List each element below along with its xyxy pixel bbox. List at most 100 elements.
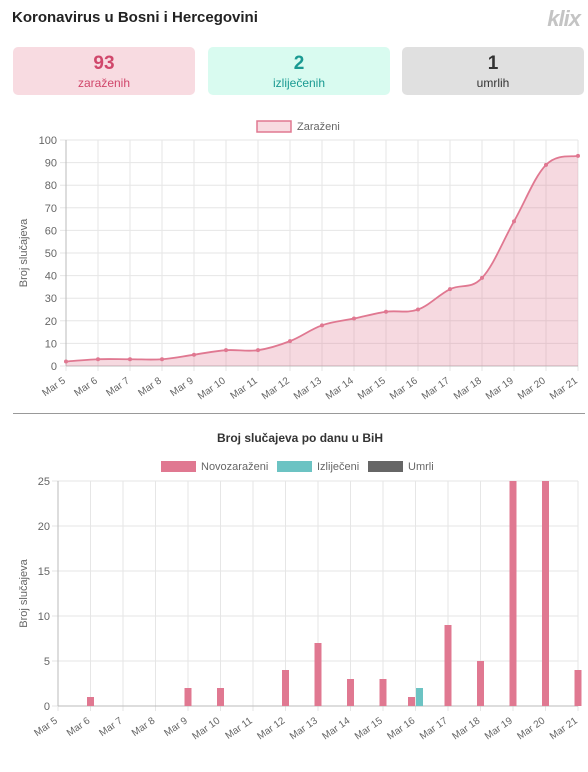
recovered-count: 2: [293, 53, 305, 74]
x-tick-label: Mar 10: [196, 375, 228, 402]
y-tick-label: 10: [45, 338, 57, 350]
data-point: [128, 357, 132, 362]
x-tick-label: Mar 18: [452, 375, 484, 402]
y-tick-label: 25: [38, 476, 50, 488]
legend-swatch-infected: [256, 120, 292, 133]
y-tick-label: 90: [45, 158, 57, 170]
y-tick-label: 5: [44, 656, 50, 668]
bar-novozarazeni: [408, 697, 415, 706]
x-tick-label: Mar 13: [288, 715, 320, 742]
x-tick-label: Mar 16: [388, 375, 420, 402]
y-tick-label: 70: [45, 203, 57, 215]
x-tick-label: Mar 20: [516, 375, 548, 402]
legend-label: Izliječeni: [317, 461, 359, 473]
bar-novozarazeni: [314, 643, 322, 706]
y-tick-label: 0: [44, 701, 50, 713]
y-axis-title: Broj slučajeva: [18, 218, 30, 287]
data-point: [160, 357, 164, 362]
x-tick-label: Mar 12: [260, 375, 292, 402]
x-tick-label: Mar 10: [190, 715, 222, 742]
bar-novozarazeni: [282, 670, 289, 706]
x-tick-label: Mar 19: [483, 715, 515, 742]
data-point: [256, 348, 260, 353]
bar-novozarazeni: [509, 481, 517, 706]
bar-novozarazeni: [477, 661, 484, 706]
y-axis-title: Broj slučajeva: [18, 558, 30, 627]
data-point: [96, 357, 100, 362]
data-point: [544, 162, 548, 167]
x-tick-label: Mar 6: [65, 715, 93, 739]
x-tick-label: Mar 21: [548, 375, 580, 402]
header: Koronavirus u Bosni i Hercegovini klix: [0, 0, 588, 40]
x-tick-label: Mar 21: [548, 715, 580, 742]
x-tick-label: Mar 5: [32, 715, 60, 739]
data-point: [224, 348, 228, 353]
x-tick-label: Mar 9: [162, 715, 190, 739]
y-tick-label: 100: [39, 135, 57, 147]
deaths-card: 1 umrlih: [402, 47, 584, 95]
daily-cases-chart: Broj slučajeva po danu u BiH Novozaraženi…: [18, 431, 582, 742]
data-point: [320, 323, 324, 328]
data-point: [416, 307, 420, 312]
bar-novozarazeni: [347, 679, 354, 706]
y-tick-label: 40: [45, 271, 57, 283]
area-fill-infected: [66, 155, 578, 366]
recovered-label: izliječenih: [272, 76, 326, 90]
bar-novozarazeni: [217, 688, 224, 706]
y-tick-label: 30: [45, 293, 57, 305]
y-tick-label: 0: [51, 361, 57, 373]
x-tick-label: Mar 15: [353, 715, 385, 742]
x-tick-label: Mar 13: [292, 375, 324, 402]
data-point: [288, 339, 292, 344]
x-tick-label: Mar 7: [104, 375, 132, 399]
legend-label-infected: Zaraženi: [297, 121, 340, 133]
x-tick-label: Mar 17: [418, 715, 450, 742]
x-tick-label: Mar 8: [130, 715, 158, 739]
bar-novozarazeni: [444, 625, 452, 706]
legend-swatch: [277, 461, 312, 472]
y-tick-label: 20: [45, 316, 57, 328]
chart-title: Broj slučajeva po danu u BiH: [217, 431, 383, 445]
y-tick-label: 20: [38, 521, 50, 533]
data-point: [480, 275, 484, 280]
y-tick-label: 80: [45, 180, 57, 192]
data-point: [512, 219, 516, 224]
bar-novozarazeni: [184, 688, 192, 706]
x-tick-label: Mar 5: [40, 375, 68, 399]
klix-logo[interactable]: klix: [547, 6, 581, 31]
page-title: Koronavirus u Bosni i Hercegovini: [12, 9, 258, 26]
divider: [13, 413, 585, 414]
x-tick-label: Mar 20: [515, 715, 547, 742]
bar-novozarazeni: [379, 679, 387, 706]
x-tick-label: Mar 14: [320, 715, 352, 742]
x-tick-label: Mar 8: [136, 375, 164, 399]
legend-swatch: [161, 461, 196, 472]
y-tick-label: 10: [38, 611, 50, 623]
infected-label: zaraženih: [77, 76, 131, 90]
x-tick-label: Mar 11: [224, 715, 256, 742]
bar-izlijeceni: [416, 688, 423, 706]
data-point: [448, 287, 452, 292]
y-tick-label: 15: [38, 566, 50, 578]
legend-label: Umrli: [408, 461, 434, 473]
recovered-card: 2 izliječenih: [208, 47, 390, 95]
data-point: [192, 352, 196, 357]
data-point: [64, 359, 68, 364]
x-tick-label: Mar 14: [324, 375, 356, 402]
legend-label: Novozaraženi: [201, 461, 268, 473]
x-tick-label: Mar 15: [356, 375, 388, 402]
data-point: [352, 316, 356, 321]
deaths-count: 1: [487, 53, 499, 74]
data-point: [384, 309, 388, 314]
x-tick-label: Mar 16: [385, 715, 417, 742]
x-tick-label: Mar 6: [72, 375, 100, 399]
x-tick-label: Mar 7: [97, 715, 125, 739]
y-tick-label: 60: [45, 225, 57, 237]
y-tick-label: 50: [45, 248, 57, 260]
x-tick-label: Mar 19: [484, 375, 516, 402]
bar-novozarazeni: [87, 697, 94, 706]
cumulative-cases-chart: Zaraženi 0 10 20 30 40 50 60 70 80 90 100 Mar 5 Mar 6…: [18, 120, 580, 402]
bar-novozarazeni: [574, 670, 582, 706]
x-tick-label: Mar 17: [420, 375, 452, 402]
x-tick-label: Mar 12: [255, 715, 287, 742]
